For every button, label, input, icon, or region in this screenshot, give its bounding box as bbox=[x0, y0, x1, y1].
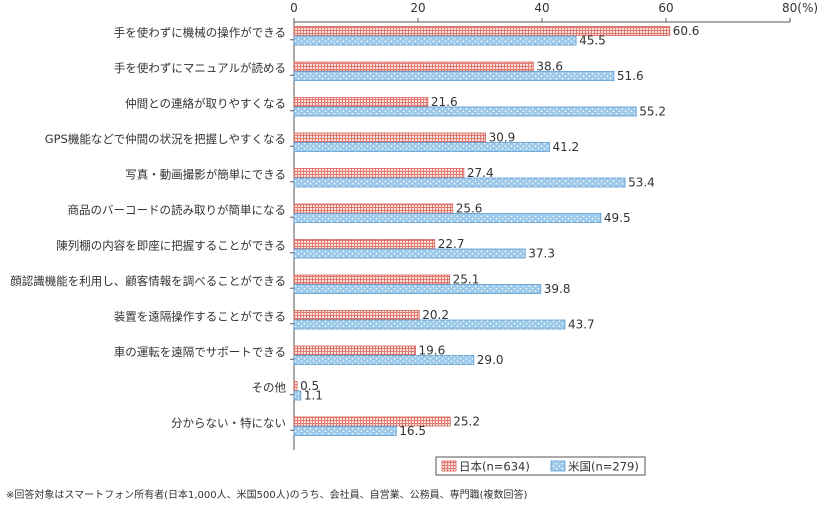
legend-box bbox=[435, 456, 646, 476]
data-label-japan: 25.1 bbox=[453, 273, 480, 287]
data-label-japan: 25.2 bbox=[453, 415, 480, 429]
bar-japan bbox=[293, 381, 298, 391]
bar-us bbox=[293, 390, 302, 401]
data-label-us: 41.2 bbox=[552, 140, 579, 154]
bar-us bbox=[293, 177, 626, 188]
category-label: 陳列棚の内容を即座に把握することができる bbox=[56, 239, 286, 253]
data-label-us: 45.5 bbox=[579, 34, 606, 48]
legend-item-japan-label: 日本(n=634) bbox=[459, 460, 530, 474]
bar-japan bbox=[293, 168, 465, 178]
x-tick-label: 60 bbox=[658, 1, 673, 15]
data-label-japan: 22.7 bbox=[438, 237, 465, 251]
data-label-us: 39.8 bbox=[544, 282, 571, 296]
bar-japan bbox=[293, 239, 436, 249]
data-label-us: 51.6 bbox=[617, 69, 644, 83]
data-label-japan: 60.6 bbox=[673, 24, 700, 38]
bar-us bbox=[293, 248, 526, 259]
bar-us bbox=[293, 426, 397, 436]
bar-us bbox=[293, 355, 475, 365]
bar-japan bbox=[293, 274, 451, 285]
data-label-us: 29.0 bbox=[477, 353, 504, 367]
data-label-us: 16.5 bbox=[399, 424, 426, 438]
bar-japan bbox=[293, 310, 420, 320]
bar-japan bbox=[293, 345, 416, 356]
data-label-japan: 38.6 bbox=[536, 60, 563, 74]
bar-us bbox=[293, 213, 602, 223]
data-label-japan: 21.6 bbox=[431, 95, 458, 109]
data-label-japan: 19.6 bbox=[419, 344, 446, 358]
bar-japan bbox=[293, 203, 454, 214]
data-label-us: 37.3 bbox=[528, 247, 555, 261]
category-label: 車の運転を遠隔でサポートできる bbox=[114, 345, 286, 359]
data-label-us: 43.7 bbox=[568, 318, 595, 332]
data-label-us: 53.4 bbox=[628, 176, 655, 190]
bar-us bbox=[293, 142, 550, 152]
bar-japan bbox=[293, 132, 486, 143]
bar-japan bbox=[293, 97, 429, 107]
bar-japan bbox=[293, 26, 671, 36]
category-label: その他 bbox=[252, 381, 287, 395]
footnote: ※回答対象はスマートフォン所有者(日本1,000人、米国500人)のうち、会社員… bbox=[6, 490, 528, 501]
bar-us bbox=[293, 284, 542, 294]
data-label-japan: 0.5 bbox=[300, 379, 319, 393]
x-tick-label: 40 bbox=[534, 1, 549, 15]
bar-us bbox=[293, 71, 615, 81]
legend-item-japan-swatch bbox=[441, 460, 457, 472]
category-label: 手を使わずにマニュアルが読める bbox=[114, 61, 286, 75]
legend: 日本(n=634) 米国(n=279) bbox=[435, 456, 646, 476]
legend-item-us-label: 米国(n=279) bbox=[568, 460, 639, 474]
category-label: 分からない・特にない bbox=[171, 416, 286, 430]
category-label: 装置を遠隔操作することができる bbox=[114, 310, 286, 324]
bar-japan bbox=[293, 416, 451, 427]
data-label-us: 49.5 bbox=[604, 211, 631, 225]
data-label-japan: 30.9 bbox=[489, 131, 516, 145]
x-tick-label: 0 bbox=[290, 1, 298, 15]
data-label-japan: 20.2 bbox=[422, 308, 449, 322]
data-label-japan: 27.4 bbox=[467, 166, 494, 180]
bar-japan bbox=[293, 61, 534, 72]
category-label: 手を使わずに機械の操作ができる bbox=[114, 26, 286, 40]
x-tick-label: 20 bbox=[410, 1, 425, 15]
data-label-us: 55.2 bbox=[639, 105, 666, 119]
bar-us bbox=[293, 35, 577, 46]
category-label: GPS機能などで仲間の状況を把握しやすくなる bbox=[45, 132, 286, 146]
bar-us bbox=[293, 106, 637, 117]
category-label: 商品のバーコードの読み取りが簡単になる bbox=[68, 203, 287, 217]
x-tick-label: 80(%) bbox=[782, 1, 818, 15]
data-label-japan: 25.6 bbox=[456, 202, 483, 216]
category-label: 顔認識機能を利用し、顧客情報を調べることができる bbox=[10, 274, 286, 288]
data-label-us: 1.1 bbox=[304, 389, 323, 403]
category-label: 仲間との連絡が取りやすくなる bbox=[125, 97, 286, 111]
bar-us bbox=[293, 319, 566, 330]
legend-item-us-swatch bbox=[550, 460, 566, 472]
category-label: 写真・動画撮影が簡単にできる bbox=[125, 168, 286, 182]
